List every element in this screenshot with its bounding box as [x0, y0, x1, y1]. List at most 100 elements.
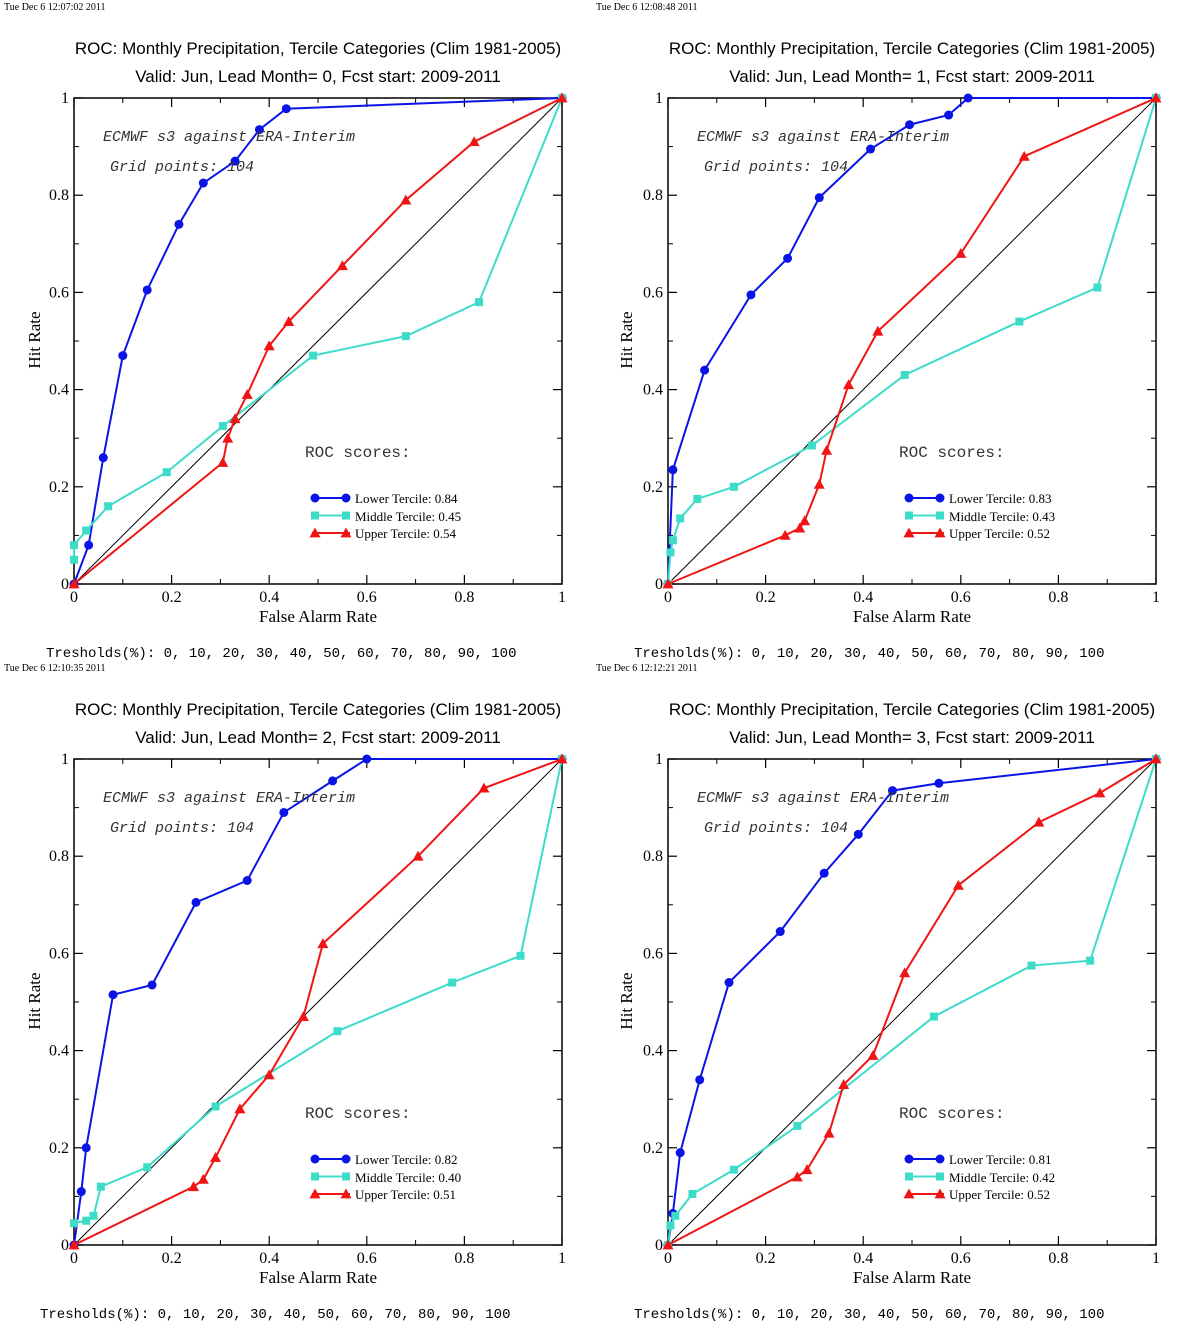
middle-tercile-point — [671, 1211, 680, 1220]
chart-title: ROC: Monthly Precipitation, Tercile Cate… — [669, 700, 1155, 719]
timestamp: Tue Dec 6 12:08:48 2011 — [596, 2, 697, 13]
legend-middle-tercile-marker — [905, 1172, 913, 1181]
upper-tercile-point — [297, 1011, 309, 1021]
lower-tercile-point — [775, 927, 785, 937]
upper-tercile-point — [283, 316, 295, 326]
upper-tercile-point — [843, 379, 855, 390]
lower-tercile-point — [118, 351, 128, 361]
upper-tercile-point — [478, 782, 490, 793]
legend-upper-tercile-marker — [340, 1188, 352, 1199]
lower-tercile-point — [147, 980, 157, 990]
timestamp: Tue Dec 6 12:12:21 2011 — [596, 663, 697, 674]
lower-tercile-point — [675, 1148, 685, 1158]
legend-upper-tercile: Upper Tercile: 0.52 — [949, 1187, 1050, 1202]
x-tick-label: 1 — [558, 1250, 566, 1267]
annotation-model: ECMWF s3 against ERA-Interim — [103, 790, 355, 807]
chart-subtitle: Valid: Jun, Lead Month= 2, Fcst start: 2… — [135, 728, 501, 747]
lower-tercile-point — [944, 110, 954, 120]
x-tick-label: 0.6 — [951, 1250, 971, 1267]
y-tick-label: 0.2 — [643, 479, 663, 496]
upper-tercile-point — [899, 967, 911, 978]
legend-lower-tercile-marker — [341, 1154, 351, 1164]
legend-middle-tercile: Middle Tercile: 0.43 — [949, 509, 1055, 524]
upper-tercile-point — [801, 1164, 813, 1175]
roc-scores-title: ROC scores: — [899, 1105, 1005, 1123]
upper-tercile-point — [210, 1152, 222, 1162]
chart-title: ROC: Monthly Precipitation, Tercile Cate… — [669, 39, 1155, 58]
upper-tercile-point — [188, 1181, 200, 1192]
middle-tercile-point — [70, 555, 78, 564]
roc-chart-lead-3: 0 0.2 0.4 0.6 0.8 1 0 0.2 0.4 0.6 0.8 1 Tue Dec 6 1… — [596, 663, 1162, 1322]
upper-tercile-point — [400, 194, 412, 205]
x-tick-label: 0.4 — [853, 1250, 873, 1267]
lower-tercile-point — [905, 120, 915, 130]
lower-tercile-point — [254, 125, 264, 135]
middle-tercile-point — [333, 1027, 342, 1036]
middle-tercile-point — [807, 441, 816, 450]
y-tick-label: 0.4 — [643, 1043, 663, 1060]
roc-scores-title: ROC scores: — [305, 1105, 411, 1123]
roc-scores-title: ROC scores: — [899, 444, 1005, 462]
chart-subtitle: Valid: Jun, Lead Month= 3, Fcst start: 2… — [729, 728, 1095, 747]
lower-tercile-point — [108, 990, 118, 1000]
middle-tercile-point — [688, 1189, 697, 1198]
y-tick-label: 0.8 — [643, 848, 663, 865]
middle-tercile-line — [73, 97, 563, 560]
legend-lower-tercile: Lower Tercile: 0.81 — [949, 1152, 1051, 1167]
lower-tercile-point — [279, 807, 289, 817]
annotation-grid-points: Grid points: 104 — [704, 159, 848, 176]
upper-tercile-point — [336, 260, 348, 271]
middle-tercile-point — [82, 1216, 91, 1225]
upper-tercile-point — [263, 1069, 275, 1080]
upper-tercile-point — [234, 1103, 246, 1114]
lower-tercile-point — [328, 776, 338, 786]
middle-tercile-point — [729, 482, 738, 491]
roc-panel-lead-1: 0 0.2 0.4 0.6 0.8 1 0 0.2 0.4 0.6 0.8 1 Tue Dec 6 1… — [594, 0, 1187, 661]
lower-tercile-point — [242, 876, 252, 885]
thresholds-note: Tresholds(%): 0, 10, 20, 30, 40, 50, 60,… — [46, 646, 516, 661]
x-axis-label: False Alarm Rate — [853, 1268, 971, 1287]
legend-middle-tercile-marker — [311, 511, 319, 520]
upper-tercile-point — [68, 578, 80, 589]
upper-tercile-point — [1033, 816, 1045, 827]
upper-tercile-point — [468, 136, 480, 147]
legend-lower-tercile: Lower Tercile: 0.82 — [355, 1152, 457, 1167]
upper-tercile-point — [317, 938, 329, 949]
thresholds-note: Tresholds(%): 0, 10, 20, 30, 40, 50, 60,… — [634, 1307, 1104, 1322]
legend-middle-tercile: Middle Tercile: 0.40 — [355, 1170, 461, 1185]
no-skill-diagonal — [667, 97, 1157, 585]
x-tick-label: 0.6 — [951, 589, 971, 606]
middle-tercile-point — [475, 298, 484, 307]
chart-subtitle: Valid: Jun, Lead Month= 1, Fcst start: 2… — [729, 67, 1095, 86]
legend-lower-tercile-marker — [341, 493, 351, 503]
legend-middle-tercile: Middle Tercile: 0.45 — [355, 509, 461, 524]
lower-tercile-point — [84, 540, 94, 550]
middle-tercile-point — [666, 1221, 675, 1230]
y-tick-label: 0 — [61, 576, 69, 593]
annotation-grid-points: Grid points: 104 — [704, 820, 848, 837]
middle-tercile-point — [70, 541, 78, 550]
middle-tercile-point — [929, 1012, 938, 1021]
x-tick-label: 0.2 — [162, 1250, 182, 1267]
middle-tercile-point — [162, 468, 171, 477]
y-tick-label: 0.2 — [49, 479, 69, 496]
legend-middle-tercile-marker — [905, 511, 913, 520]
y-tick-label: 1 — [655, 751, 663, 768]
lower-tercile-point — [700, 365, 710, 375]
plot-area: 0 0.2 0.4 0.6 0.8 1 0 0.2 0.4 0.6 0.8 1 — [49, 90, 568, 606]
middle-tercile-point — [96, 1182, 105, 1191]
lower-tercile-point — [142, 285, 152, 295]
annotation-model: ECMWF s3 against ERA-Interim — [103, 129, 355, 146]
x-axis-label: False Alarm Rate — [259, 607, 377, 626]
legend-middle-tercile-marker — [936, 1172, 944, 1181]
middle-tercile-point — [401, 332, 410, 341]
x-tick-label: 0.8 — [454, 1250, 474, 1267]
y-tick-label: 0.2 — [49, 1140, 69, 1157]
y-tick-label: 0.6 — [49, 284, 69, 301]
lower-tercile-point — [362, 754, 372, 764]
middle-tercile-point — [793, 1121, 802, 1130]
x-tick-label: 0.2 — [162, 589, 182, 606]
y-tick-label: 0 — [655, 576, 663, 593]
legend-upper-tercile: Upper Tercile: 0.52 — [949, 526, 1050, 541]
upper-tercile-point — [662, 578, 674, 589]
